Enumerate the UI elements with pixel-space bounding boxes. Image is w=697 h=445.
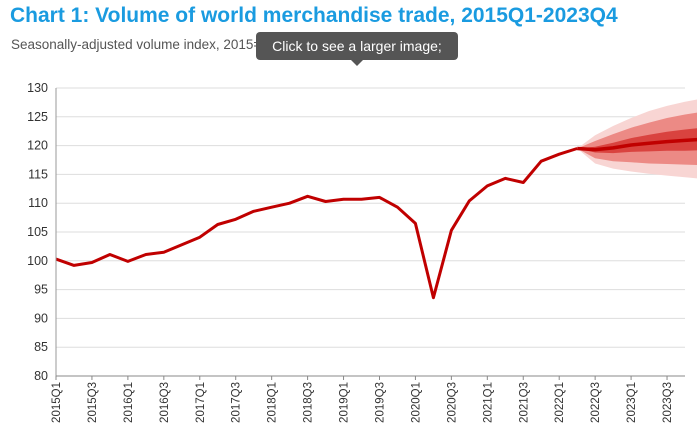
y-tick-label: 85: [34, 340, 48, 354]
forecast-central-line: [577, 137, 697, 152]
y-tick-label: 115: [28, 167, 48, 181]
chart-subtitle: Seasonally-adjusted volume index, 2015=1…: [11, 37, 284, 52]
x-axis: 2015Q1 2015Q3 2016Q1 2016Q3 2017Q1 2017Q3 2018…: [51, 376, 674, 423]
y-tick-label: 95: [34, 283, 48, 297]
x-tick-label: 2023Q3: [662, 382, 674, 423]
x-tick-label: 2022Q3: [590, 382, 602, 423]
x-tick-label: 2018Q3: [303, 382, 315, 423]
y-tick-label: 125: [27, 110, 48, 124]
y-tick-label: 105: [27, 225, 48, 239]
larger-image-tooltip[interactable]: Click to see a larger image;: [256, 32, 458, 60]
x-tick-label: 2016Q3: [159, 382, 171, 423]
x-tick-label: 2015Q3: [87, 382, 99, 423]
x-tick-label: 2023Q1: [626, 382, 638, 423]
x-tick-label: 2022Q1: [554, 382, 566, 423]
y-tick-label: 110: [28, 196, 48, 210]
series-lines: [55, 137, 697, 300]
x-tick-label: 2017Q3: [231, 382, 243, 423]
forecast-fan: [577, 99, 697, 179]
x-tick-label: 2020Q3: [446, 382, 458, 423]
tooltip-arrow: [351, 60, 363, 66]
x-tick-label: 2018Q1: [267, 382, 279, 423]
actual-series-line: [55, 147, 578, 300]
y-axis: 80 85 90 95 100 105 110 115 120 125 130: [27, 81, 685, 383]
y-tick-label: 100: [27, 254, 48, 268]
y-tick-label: 120: [27, 139, 48, 153]
x-tick-label: 2016Q1: [123, 382, 135, 423]
gridlines: [56, 87, 685, 377]
y-tick-label: 130: [27, 81, 48, 95]
x-tick-label: 2015Q1: [51, 382, 63, 423]
x-tick-label: 2021Q1: [482, 382, 494, 423]
x-tick-label: 2017Q1: [195, 382, 207, 423]
x-tick-label: 2019Q3: [374, 382, 386, 423]
y-tick-label: 90: [34, 311, 48, 325]
y-tick-label: 80: [34, 369, 48, 383]
chart-title: Chart 1: Volume of world merchandise tra…: [10, 4, 618, 27]
x-tick-label: 2019Q1: [339, 382, 351, 423]
x-tick-label: 2021Q3: [518, 382, 530, 423]
x-tick-label: 2020Q1: [410, 382, 422, 423]
